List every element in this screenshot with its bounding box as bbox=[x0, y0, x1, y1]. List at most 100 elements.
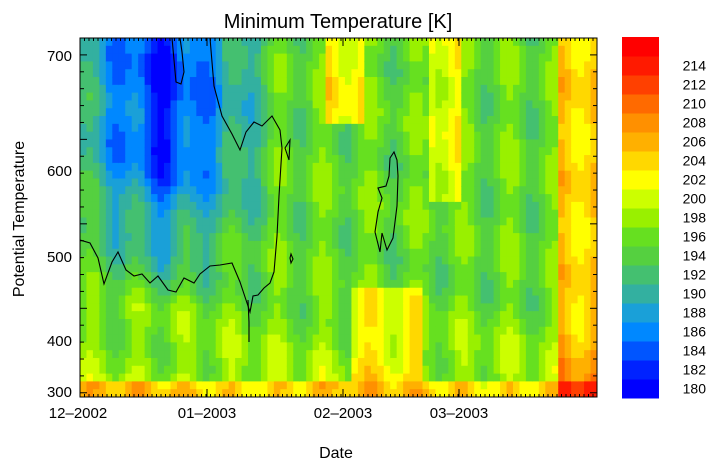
heatmap-cell bbox=[215, 139, 223, 148]
heatmap-cell bbox=[306, 350, 314, 359]
heatmap-cell bbox=[254, 264, 262, 273]
heatmap-cell bbox=[428, 248, 437, 258]
heatmap-cell bbox=[176, 92, 184, 102]
heatmap-cell bbox=[428, 178, 437, 187]
heatmap-cell bbox=[448, 217, 456, 226]
heatmap-cell bbox=[222, 311, 230, 320]
heatmap-cell bbox=[344, 264, 353, 273]
heatmap-cell bbox=[377, 217, 385, 226]
heatmap-cell bbox=[267, 318, 275, 328]
heatmap-cell bbox=[99, 38, 107, 47]
heatmap-cell bbox=[525, 131, 533, 141]
heatmap-cell bbox=[512, 303, 521, 312]
heatmap-cell bbox=[467, 155, 475, 164]
heatmap-cell bbox=[170, 100, 178, 109]
heatmap-cell bbox=[422, 155, 430, 164]
heatmap-cell bbox=[183, 84, 191, 94]
heatmap-cell bbox=[209, 381, 217, 390]
heatmap-cell bbox=[525, 303, 533, 312]
heatmap-cell bbox=[364, 162, 372, 172]
heatmap-cell bbox=[215, 116, 223, 125]
heatmap-cell bbox=[86, 279, 94, 289]
heatmap-cell bbox=[176, 240, 184, 250]
heatmap-cell bbox=[448, 365, 456, 375]
heatmap-cell bbox=[112, 131, 120, 141]
heatmap-cell bbox=[493, 92, 501, 102]
heatmap-cell bbox=[383, 38, 391, 47]
heatmap-cell bbox=[480, 287, 488, 297]
heatmap-cell bbox=[80, 295, 88, 304]
heatmap-cell bbox=[338, 389, 346, 397]
heatmap-cell bbox=[125, 186, 133, 195]
heatmap-cell bbox=[293, 38, 301, 47]
heatmap-cell bbox=[157, 373, 165, 382]
heatmap-cell bbox=[306, 61, 314, 70]
heatmap-cell bbox=[99, 357, 107, 367]
heatmap-cell bbox=[306, 240, 314, 250]
heatmap-cell bbox=[435, 170, 443, 180]
heatmap-cell bbox=[461, 209, 469, 219]
heatmap-cell bbox=[105, 123, 113, 133]
heatmap-cell bbox=[306, 365, 314, 375]
heatmap-cell bbox=[312, 131, 320, 141]
heatmap-cell bbox=[99, 287, 107, 297]
heatmap-cell bbox=[519, 108, 527, 117]
heatmap-cell bbox=[235, 194, 243, 203]
heatmap-cell bbox=[319, 155, 327, 164]
heatmap-cell bbox=[558, 194, 566, 203]
heatmap-cell bbox=[157, 248, 165, 258]
heatmap-cell bbox=[319, 389, 327, 397]
heatmap-cell bbox=[370, 45, 378, 55]
heatmap-cell bbox=[273, 61, 281, 70]
heatmap-cell bbox=[390, 365, 398, 375]
heatmap-cell bbox=[125, 139, 133, 148]
heatmap-cell bbox=[558, 365, 566, 375]
heatmap-cell bbox=[332, 123, 340, 133]
heatmap-cell bbox=[512, 116, 521, 125]
heatmap-cell bbox=[383, 139, 391, 148]
heatmap-cell bbox=[131, 248, 139, 258]
heatmap-cell bbox=[306, 147, 314, 156]
heatmap-cell bbox=[571, 77, 579, 86]
heatmap-cell bbox=[299, 194, 307, 203]
heatmap-cell bbox=[273, 162, 281, 172]
heatmap-cell bbox=[500, 303, 508, 312]
heatmap-cell bbox=[112, 248, 120, 258]
heatmap-cell bbox=[512, 100, 521, 109]
heatmap-cell bbox=[577, 233, 585, 242]
heatmap-cell bbox=[364, 201, 372, 211]
heatmap-cell bbox=[351, 155, 359, 164]
heatmap-cell bbox=[325, 92, 333, 102]
heatmap-cell bbox=[377, 350, 385, 359]
heatmap-cell bbox=[235, 272, 243, 281]
heatmap-cell bbox=[351, 38, 359, 47]
heatmap-cell bbox=[280, 194, 288, 203]
colorbar-swatch bbox=[622, 189, 659, 209]
heatmap-cell bbox=[92, 77, 100, 86]
heatmap-cell bbox=[306, 162, 314, 172]
heatmap-cell bbox=[209, 92, 217, 102]
heatmap-cell bbox=[312, 225, 320, 234]
heatmap-cell bbox=[189, 77, 197, 86]
heatmap-cell bbox=[86, 139, 94, 148]
heatmap-cell bbox=[280, 248, 288, 258]
heatmap-cell bbox=[351, 123, 359, 133]
heatmap-cell bbox=[390, 381, 398, 390]
heatmap-cell bbox=[196, 256, 204, 265]
heatmap-cell bbox=[80, 381, 88, 390]
heatmap-cell bbox=[105, 69, 113, 78]
heatmap-cell bbox=[248, 240, 256, 250]
heatmap-cell bbox=[215, 350, 223, 359]
heatmap-cell bbox=[151, 53, 159, 63]
heatmap-cell bbox=[512, 381, 521, 390]
heatmap-cell bbox=[125, 272, 133, 281]
heatmap-cell bbox=[571, 162, 579, 172]
heatmap-cell bbox=[183, 233, 191, 242]
heatmap-cell bbox=[454, 178, 462, 187]
heatmap-cell bbox=[118, 61, 126, 70]
heatmap-cell bbox=[99, 194, 107, 203]
heatmap-cell bbox=[383, 194, 391, 203]
heatmap-cell bbox=[235, 147, 243, 156]
heatmap-cell bbox=[248, 131, 256, 141]
y-axis-label: Potential Temperature bbox=[11, 141, 28, 297]
